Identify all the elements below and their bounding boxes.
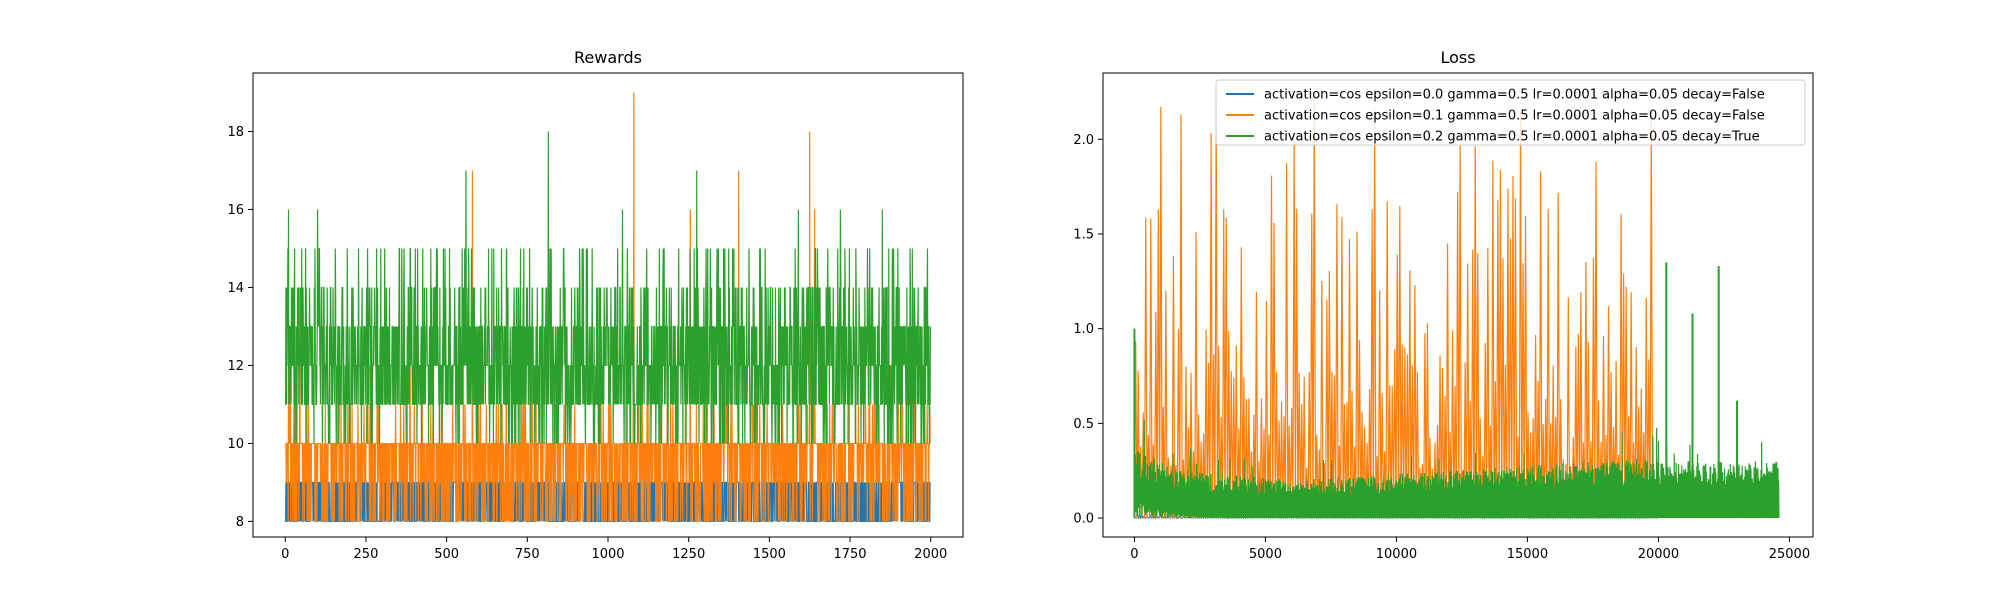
x-tick-label: 500	[434, 547, 459, 562]
x-tick-label: 750	[515, 547, 540, 562]
rewards-axes-frame	[252, 72, 964, 538]
rewards-series-line	[285, 92, 931, 522]
legend-item: activation=cos epsilon=0.1 gamma=0.5 lr=…	[1226, 109, 1765, 124]
x-tick-label: 2000	[914, 547, 947, 562]
x-tick-label: 1500	[753, 547, 786, 562]
legend-item: activation=cos epsilon=0.0 gamma=0.5 lr=…	[1226, 88, 1765, 103]
x-tick-label: 10000	[1376, 547, 1417, 562]
loss-axes-frame	[1102, 72, 1814, 538]
loss-title: Loss	[1440, 48, 1475, 67]
y-tick-label: 1.5	[1073, 227, 1094, 242]
x-tick-label: 1750	[833, 547, 866, 562]
y-tick-label: 14	[227, 281, 244, 296]
y-tick-label: 16	[227, 203, 244, 218]
x-tick-label: 0	[1130, 547, 1138, 562]
rewards-title: Rewards	[574, 48, 642, 67]
loss-legend: activation=cos epsilon=0.0 gamma=0.5 lr=…	[1215, 79, 1806, 146]
legend-box	[1215, 79, 1806, 146]
x-tick-label: 25000	[1769, 547, 1810, 562]
y-tick-label: 0.5	[1073, 417, 1094, 432]
y-tick-label: 0.0	[1073, 512, 1094, 527]
rewards-ticks: 0 250 500 750 1000 1250 1500 1750 2000 8 10 12 14 16 1…	[227, 125, 947, 562]
x-tick-label: 1250	[672, 547, 705, 562]
loss-subplot: Loss 0 5000 10000 15000 20000 25000 0.0 0.5 1.0 1…	[1073, 48, 1814, 562]
rewards-subplot: Rewards 0 250 500 750 1000 1250 1500 1750 2000 8 1…	[227, 48, 964, 562]
legend-label: activation=cos epsilon=0.0 gamma=0.5 lr=…	[1264, 88, 1765, 103]
y-tick-label: 12	[227, 359, 244, 374]
y-tick-label: 18	[227, 125, 244, 140]
x-tick-label: 15000	[1507, 547, 1548, 562]
y-tick-label: 1.0	[1073, 322, 1094, 337]
loss-series-line	[1133, 102, 1654, 519]
rewards-lines	[285, 92, 931, 522]
x-tick-label: 0	[281, 547, 289, 562]
x-tick-label: 1000	[591, 547, 624, 562]
y-tick-label: 2.0	[1073, 133, 1094, 148]
x-tick-label: 20000	[1638, 547, 1679, 562]
legend-item: activation=cos epsilon=0.2 gamma=0.5 lr=…	[1226, 130, 1760, 145]
loss-ticks: 0 5000 10000 15000 20000 25000 0.0 0.5 1.0 1.5 2.0	[1073, 133, 1810, 562]
legend-label: activation=cos epsilon=0.2 gamma=0.5 lr=…	[1264, 130, 1760, 145]
loss-series-line	[1133, 420, 1780, 519]
y-tick-label: 10	[227, 437, 244, 452]
loss-lines	[1133, 102, 1780, 520]
x-tick-label: 5000	[1249, 547, 1282, 562]
y-tick-label: 8	[236, 515, 244, 530]
legend-label: activation=cos epsilon=0.1 gamma=0.5 lr=…	[1264, 109, 1765, 124]
x-tick-label: 250	[354, 547, 379, 562]
rewards-series-line	[285, 131, 931, 445]
